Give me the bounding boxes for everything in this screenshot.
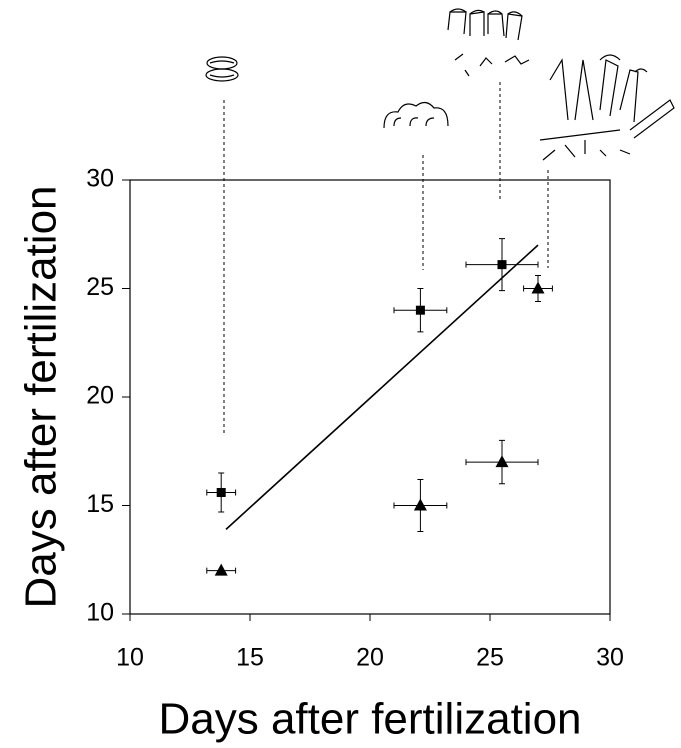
y-error-caps [417, 478, 424, 533]
y-error-caps [535, 274, 541, 303]
x-tick-label: 10 [116, 644, 144, 672]
sketch-stage-3 [447, 8, 530, 77]
x-tick-label: 30 [596, 644, 624, 672]
y-error-caps [499, 439, 505, 485]
x-error-caps [206, 489, 237, 496]
x-error-caps [206, 567, 237, 574]
y-tick-label: 20 [86, 382, 114, 410]
y-tick-label: 30 [86, 165, 114, 193]
illustrations [205, 8, 675, 436]
sketch-stage-2 [383, 101, 449, 129]
y-axis-title: Days after fertilization [17, 185, 66, 608]
x-tick-label: 15 [236, 644, 264, 672]
x-error-caps [393, 307, 448, 314]
x-error-caps [393, 502, 448, 509]
y-error-caps [499, 238, 505, 292]
point [495, 455, 509, 468]
y-tick-label: 25 [86, 273, 114, 301]
y-tick-label: 15 [86, 490, 114, 518]
y-tick-label: 10 [86, 599, 114, 627]
x-axis-title: Days after fertilization [158, 695, 581, 744]
x-error-caps [523, 285, 553, 292]
sketch-stage-1 [205, 56, 239, 82]
y-error-caps [417, 288, 424, 333]
x-tick-label: 20 [356, 644, 384, 672]
x-tick-label: 25 [476, 644, 504, 672]
point [216, 487, 226, 497]
sketch-stage-4 [539, 54, 675, 161]
x-error-caps [465, 261, 539, 268]
point [531, 281, 545, 294]
trend-line [225, 244, 539, 530]
point [214, 563, 228, 576]
point [415, 305, 425, 315]
y-error-caps [218, 472, 225, 513]
x-error-caps [465, 459, 539, 466]
point [413, 498, 427, 511]
point [497, 260, 507, 270]
